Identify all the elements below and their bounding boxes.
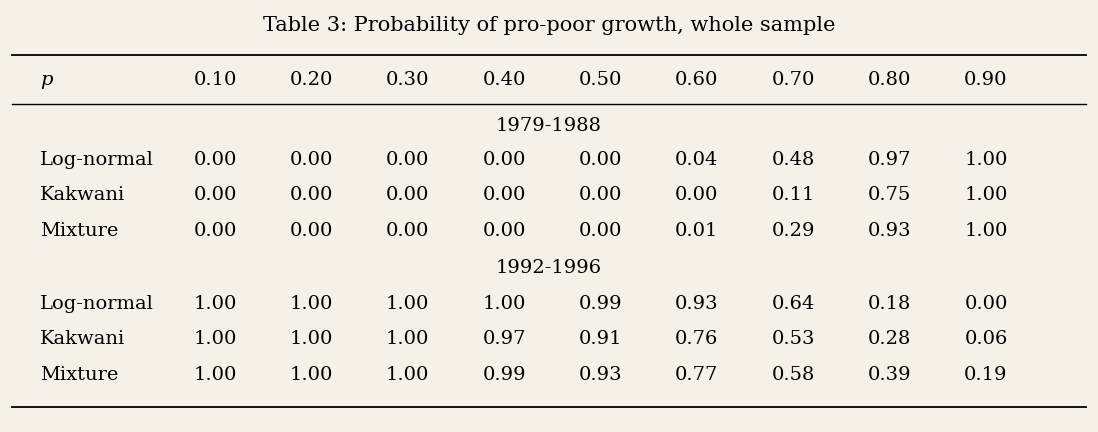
Text: Log-normal: Log-normal: [40, 295, 154, 313]
Text: 0.91: 0.91: [579, 330, 623, 348]
Text: 0.64: 0.64: [772, 295, 815, 313]
Text: 0.80: 0.80: [867, 70, 911, 89]
Text: 0.10: 0.10: [193, 70, 237, 89]
Text: 0.93: 0.93: [675, 295, 719, 313]
Text: 0.93: 0.93: [867, 222, 911, 240]
Text: 0.01: 0.01: [675, 222, 718, 240]
Text: 1.00: 1.00: [964, 151, 1008, 169]
Text: 0.39: 0.39: [867, 366, 911, 384]
Text: 0.00: 0.00: [386, 151, 429, 169]
Text: 1.00: 1.00: [386, 330, 429, 348]
Text: 0.00: 0.00: [579, 186, 623, 204]
Text: p: p: [40, 70, 53, 89]
Text: 0.00: 0.00: [482, 151, 526, 169]
Text: 0.19: 0.19: [964, 366, 1008, 384]
Text: 0.60: 0.60: [675, 70, 718, 89]
Text: 1.00: 1.00: [290, 295, 333, 313]
Text: 1.00: 1.00: [964, 186, 1008, 204]
Text: 0.90: 0.90: [964, 70, 1008, 89]
Text: 0.00: 0.00: [193, 151, 237, 169]
Text: 1979-1988: 1979-1988: [496, 117, 602, 135]
Text: 0.99: 0.99: [482, 366, 526, 384]
Text: 1.00: 1.00: [482, 295, 526, 313]
Text: 0.20: 0.20: [290, 70, 333, 89]
Text: 0.00: 0.00: [482, 222, 526, 240]
Text: 0.00: 0.00: [193, 186, 237, 204]
Text: 0.00: 0.00: [290, 222, 333, 240]
Text: 0.00: 0.00: [964, 295, 1008, 313]
Text: 0.53: 0.53: [772, 330, 815, 348]
Text: 0.11: 0.11: [772, 186, 815, 204]
Text: 0.76: 0.76: [675, 330, 718, 348]
Text: 0.97: 0.97: [867, 151, 911, 169]
Text: 0.00: 0.00: [386, 222, 429, 240]
Text: 0.99: 0.99: [579, 295, 623, 313]
Text: Table 3: Probability of pro-poor growth, whole sample: Table 3: Probability of pro-poor growth,…: [262, 16, 836, 35]
Text: 1.00: 1.00: [964, 222, 1008, 240]
Text: Log-normal: Log-normal: [40, 151, 154, 169]
Text: 0.00: 0.00: [675, 186, 718, 204]
Text: 0.04: 0.04: [675, 151, 718, 169]
Text: 1.00: 1.00: [193, 366, 237, 384]
Text: 0.50: 0.50: [579, 70, 623, 89]
Text: 0.18: 0.18: [867, 295, 911, 313]
Text: 0.77: 0.77: [675, 366, 718, 384]
Text: 1.00: 1.00: [386, 295, 429, 313]
Text: 0.00: 0.00: [290, 186, 333, 204]
Text: 0.58: 0.58: [772, 366, 815, 384]
Text: 0.97: 0.97: [482, 330, 526, 348]
Text: 1.00: 1.00: [386, 366, 429, 384]
Text: 0.40: 0.40: [482, 70, 526, 89]
Text: 0.00: 0.00: [290, 151, 333, 169]
Text: 0.00: 0.00: [579, 151, 623, 169]
Text: 0.93: 0.93: [579, 366, 623, 384]
Text: 0.06: 0.06: [964, 330, 1008, 348]
Text: 0.29: 0.29: [772, 222, 815, 240]
Text: 0.00: 0.00: [482, 186, 526, 204]
Text: 0.75: 0.75: [867, 186, 911, 204]
Text: 1992-1996: 1992-1996: [496, 258, 602, 276]
Text: Mixture: Mixture: [40, 366, 119, 384]
Text: 0.48: 0.48: [772, 151, 815, 169]
Text: 1.00: 1.00: [290, 330, 333, 348]
Text: 1.00: 1.00: [290, 366, 333, 384]
Text: 0.30: 0.30: [386, 70, 429, 89]
Text: Kakwani: Kakwani: [40, 330, 125, 348]
Text: 0.00: 0.00: [193, 222, 237, 240]
Text: Kakwani: Kakwani: [40, 186, 125, 204]
Text: 0.00: 0.00: [386, 186, 429, 204]
Text: Mixture: Mixture: [40, 222, 119, 240]
Text: 0.70: 0.70: [772, 70, 815, 89]
Text: 1.00: 1.00: [193, 330, 237, 348]
Text: 1.00: 1.00: [193, 295, 237, 313]
Text: 0.00: 0.00: [579, 222, 623, 240]
Text: 0.28: 0.28: [867, 330, 911, 348]
